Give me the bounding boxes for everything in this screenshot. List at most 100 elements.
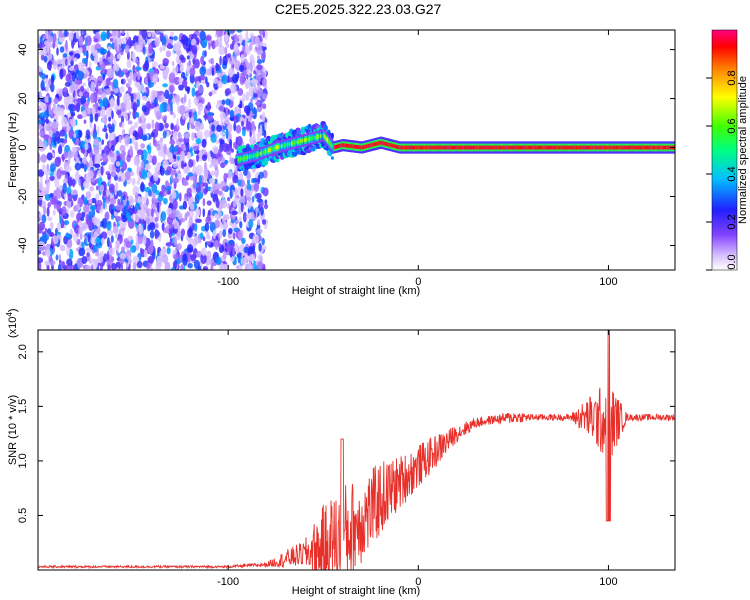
spectrogram-cell (267, 148, 269, 153)
spectrogram-cell (115, 161, 121, 167)
spectrogram-cell (92, 129, 98, 140)
spectrogram-cell (450, 145, 453, 150)
spectrogram-cell (145, 217, 150, 225)
spectrogram-cell (189, 239, 193, 245)
spectrogram-cell (248, 219, 254, 229)
spectrogram-cell (554, 145, 556, 150)
spectrogram-cell (114, 232, 119, 239)
spectrogram-cell (215, 256, 222, 266)
spectrogram-cell (102, 190, 106, 196)
spectrogram-cell (163, 197, 168, 205)
spectrogram-cell (90, 236, 98, 245)
spectrogram-cell (190, 117, 194, 124)
spectrogram-cell (195, 218, 203, 223)
spectrogram-cell (64, 81, 71, 87)
spectrogram-cell (535, 145, 537, 150)
spectrogram-cell (38, 132, 41, 137)
spectrogram-cell (145, 163, 151, 171)
spectrogram-cell (170, 31, 174, 37)
spectrogram-cell (115, 240, 121, 248)
spectrogram-cell (578, 145, 580, 150)
spectrogram-cell (465, 145, 468, 150)
spectrogram-y-tick-label: 20 (17, 92, 29, 104)
spectrogram-cell (249, 73, 252, 78)
spectrogram-cell (405, 145, 407, 150)
spectrogram-cell (255, 101, 261, 106)
spectrogram-cell (256, 55, 261, 61)
spectrogram-cell (99, 57, 103, 66)
spectrogram-cell (187, 122, 190, 131)
spectrogram-cell (65, 58, 68, 67)
spectrogram-cell (234, 187, 238, 197)
spectrogram-cell (120, 195, 123, 204)
spectrogram-cell (119, 253, 127, 259)
spectrogram-cell (393, 144, 396, 148)
spectrogram-cell (238, 171, 244, 182)
spectrogram-cell (617, 145, 619, 150)
spectrogram-cell (497, 145, 499, 150)
spectrogram-cell (346, 143, 348, 148)
spectrogram-cell (299, 139, 302, 144)
spectrogram-cell (161, 254, 169, 264)
spectrogram-cell (61, 206, 67, 216)
spectrogram-cell (135, 202, 140, 211)
spectrogram-cell (304, 138, 306, 143)
spectrogram-cell (71, 189, 78, 196)
spectrogram-cell (78, 47, 83, 53)
spectrogram-cell (218, 230, 223, 239)
spectrogram-cell (119, 86, 125, 93)
spectrogram-cell (74, 162, 82, 171)
spectrogram-cell (42, 233, 49, 242)
spectrogram-cell (463, 145, 466, 150)
spectrogram-cell (237, 179, 242, 187)
spectrogram-cell (210, 187, 213, 194)
spectrogram-cell (38, 139, 43, 150)
spectrogram-cell (115, 215, 122, 222)
spectrogram-cell (147, 81, 154, 88)
spectrogram-cell (579, 145, 581, 150)
spectrogram-cell (114, 211, 118, 217)
spectrogram-cell (73, 133, 77, 139)
spectrogram-cell (196, 95, 202, 101)
spectrogram-cell (454, 145, 456, 150)
spectrogram-cell (226, 150, 232, 156)
spectrogram-cell (234, 42, 238, 53)
spectrogram-cell (386, 142, 389, 147)
spectrogram-cell (230, 84, 237, 94)
spectrogram-cell (380, 140, 382, 145)
spectrogram-cell (137, 126, 143, 136)
colorbar-label: Normalized spectral amplitude (737, 76, 749, 224)
spectrogram-cell (121, 30, 125, 35)
spectrogram-cell (396, 144, 398, 149)
spectrogram-cell (397, 145, 399, 149)
spectrogram-cell (424, 145, 426, 150)
spectrogram-cell (186, 151, 192, 160)
spectrogram-cell (257, 174, 261, 185)
spectrogram-cell (178, 84, 184, 91)
spectrogram-cell (154, 121, 160, 132)
spectrogram-cell (609, 145, 611, 150)
spectrogram-cell (126, 154, 131, 163)
spectrogram-cell (179, 104, 186, 116)
spectrogram-cell (38, 257, 44, 264)
spectrogram-cell (188, 216, 193, 227)
spectrogram-cell (121, 150, 126, 157)
spectrogram-cell (86, 35, 92, 46)
spectrogram-cell (125, 100, 132, 111)
spectrogram-cell (318, 134, 321, 139)
spectrogram-cell (162, 58, 170, 65)
spectrogram-cell (347, 143, 350, 148)
spectrogram-cell (639, 145, 642, 150)
spectrogram-cell (221, 99, 226, 105)
spectrogram-cell (65, 96, 70, 106)
spectrogram-cell (50, 260, 56, 266)
spectrogram-cell (277, 145, 280, 149)
spectrogram-cell (169, 237, 173, 245)
spectrogram-cell (309, 136, 312, 141)
spectrogram-cell (95, 237, 101, 245)
spectrogram-cell (67, 192, 73, 202)
spectrogram-cell (284, 143, 286, 148)
spectrogram-cell (63, 151, 69, 159)
spectrogram-cell (218, 45, 225, 56)
spectrogram-cell (237, 157, 240, 162)
